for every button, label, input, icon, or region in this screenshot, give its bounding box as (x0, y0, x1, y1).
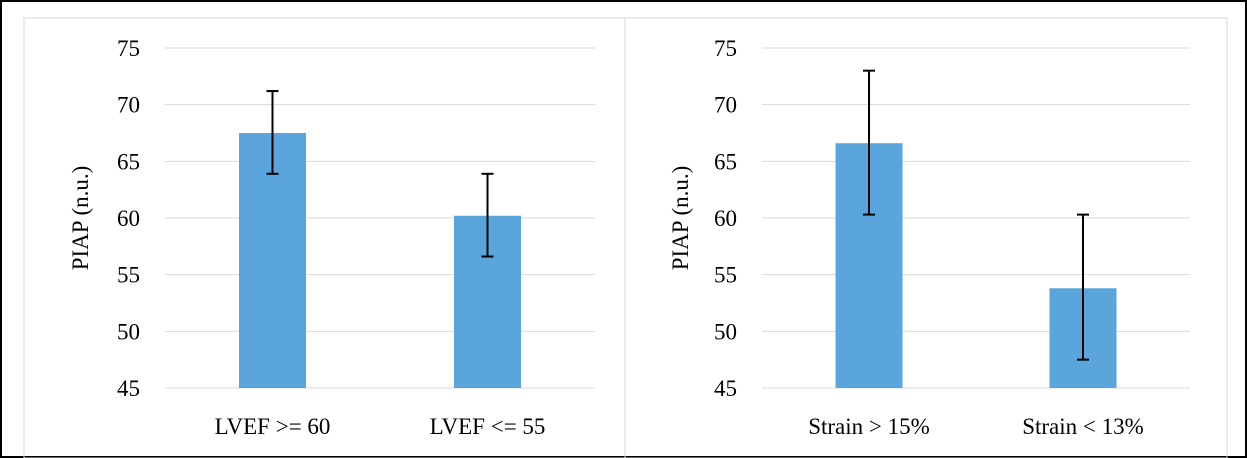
chart-panel-right: 45 50 55 60 65 70 75 PIAP (n.u.) Strain > 15% Str… (624, 17, 1228, 458)
y-tick-label: 55 (117, 263, 140, 288)
y-tick-label: 75 (714, 36, 737, 61)
y-tick-label: 70 (117, 93, 140, 118)
error-bar (481, 172, 494, 258)
y-axis-label: PIAP (n.u.) (668, 166, 693, 271)
y-tick-label: 60 (714, 206, 737, 231)
error-bar (863, 69, 875, 216)
x-category-label: LVEF <= 55 (430, 414, 546, 439)
chart-panel-left: 45 50 55 60 65 70 75 PIAP (n.u.) LVEF >= 60 LVEF … (23, 17, 626, 458)
bar (239, 133, 306, 388)
chart-frame (624, 17, 1228, 458)
y-tick-label: 65 (117, 149, 140, 174)
y-tick-label: 50 (117, 319, 140, 344)
y-tick-label: 60 (117, 206, 140, 231)
y-tick-label: 45 (714, 376, 737, 401)
y-tick-label: 70 (714, 93, 737, 118)
y-tick-label: 65 (714, 149, 737, 174)
x-category-label: Strain < 13% (1022, 414, 1144, 439)
y-tick-label: 75 (117, 36, 140, 61)
y-tick-label: 55 (714, 263, 737, 288)
y-tick-label: 50 (714, 319, 737, 344)
error-bar (1077, 213, 1089, 361)
error-bar (266, 90, 279, 175)
y-tick-label: 45 (117, 376, 140, 401)
y-axis-label: PIAP (n.u.) (68, 166, 93, 271)
x-category-label: Strain > 15% (808, 414, 930, 439)
x-category-label: LVEF >= 60 (215, 414, 331, 439)
